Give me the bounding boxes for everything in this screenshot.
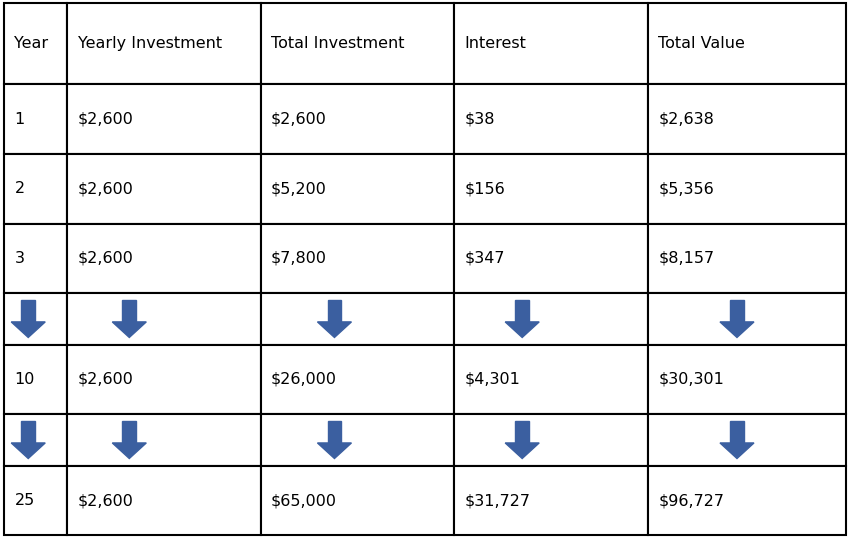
Bar (261, 293, 455, 345)
Bar (67, 224, 261, 293)
Bar (648, 154, 846, 224)
Text: $26,000: $26,000 (271, 372, 337, 387)
Polygon shape (720, 443, 754, 458)
Bar (4, 84, 67, 154)
Bar (67, 345, 261, 414)
Polygon shape (122, 300, 136, 322)
Text: 1: 1 (14, 112, 25, 127)
Bar (4, 466, 67, 535)
Polygon shape (730, 300, 744, 322)
Bar (455, 154, 648, 224)
Polygon shape (505, 443, 539, 458)
Text: $96,727: $96,727 (658, 493, 724, 508)
Text: $2,638: $2,638 (658, 112, 714, 127)
Bar (4, 154, 67, 224)
Polygon shape (720, 322, 754, 337)
Bar (261, 414, 455, 466)
Bar (455, 293, 648, 345)
Text: $30,301: $30,301 (658, 372, 724, 387)
Text: 3: 3 (14, 251, 25, 266)
Bar (261, 84, 455, 154)
Bar (4, 224, 67, 293)
Polygon shape (11, 443, 45, 458)
Polygon shape (317, 443, 351, 458)
Polygon shape (122, 421, 136, 443)
Bar (67, 466, 261, 535)
Bar (261, 466, 455, 535)
Polygon shape (112, 443, 146, 458)
Text: 10: 10 (14, 372, 35, 387)
Polygon shape (21, 421, 35, 443)
Bar (648, 466, 846, 535)
Polygon shape (11, 322, 45, 337)
Bar (67, 84, 261, 154)
Bar (261, 345, 455, 414)
Text: 2: 2 (14, 181, 25, 196)
Text: $2,600: $2,600 (77, 251, 133, 266)
Bar (4, 345, 67, 414)
Text: $2,600: $2,600 (77, 493, 133, 508)
Text: Total Investment: Total Investment (271, 36, 405, 51)
Text: Yearly Investment: Yearly Investment (77, 36, 222, 51)
Bar (648, 414, 846, 466)
Bar (455, 345, 648, 414)
Text: $347: $347 (465, 251, 505, 266)
Text: $7,800: $7,800 (271, 251, 327, 266)
Bar (67, 3, 261, 84)
Bar (261, 3, 455, 84)
Polygon shape (327, 421, 341, 443)
Text: Total Value: Total Value (658, 36, 745, 51)
Bar (455, 414, 648, 466)
Text: $31,727: $31,727 (465, 493, 530, 508)
Polygon shape (327, 300, 341, 322)
Bar (648, 293, 846, 345)
Bar (67, 293, 261, 345)
Bar (4, 293, 67, 345)
Bar (67, 414, 261, 466)
Bar (455, 84, 648, 154)
Text: $2,600: $2,600 (77, 372, 133, 387)
Text: $2,600: $2,600 (77, 112, 133, 127)
Bar (455, 3, 648, 84)
Text: Year: Year (14, 36, 48, 51)
Bar (648, 345, 846, 414)
Bar (4, 414, 67, 466)
Text: $156: $156 (465, 181, 506, 196)
Polygon shape (505, 322, 539, 337)
Polygon shape (317, 322, 351, 337)
Polygon shape (515, 300, 529, 322)
Polygon shape (515, 421, 529, 443)
Text: $2,600: $2,600 (271, 112, 327, 127)
Bar (455, 224, 648, 293)
Bar (648, 3, 846, 84)
Polygon shape (112, 322, 146, 337)
Text: 25: 25 (14, 493, 35, 508)
Bar (261, 224, 455, 293)
Text: $38: $38 (465, 112, 496, 127)
Text: $65,000: $65,000 (271, 493, 337, 508)
Text: Interest: Interest (465, 36, 526, 51)
Bar (648, 84, 846, 154)
Bar (648, 224, 846, 293)
Bar (261, 154, 455, 224)
Text: $5,200: $5,200 (271, 181, 327, 196)
Text: $5,356: $5,356 (658, 181, 714, 196)
Text: $4,301: $4,301 (465, 372, 520, 387)
Bar (67, 154, 261, 224)
Text: $8,157: $8,157 (658, 251, 714, 266)
Bar (455, 466, 648, 535)
Bar (4, 3, 67, 84)
Text: $2,600: $2,600 (77, 181, 133, 196)
Polygon shape (21, 300, 35, 322)
Polygon shape (730, 421, 744, 443)
